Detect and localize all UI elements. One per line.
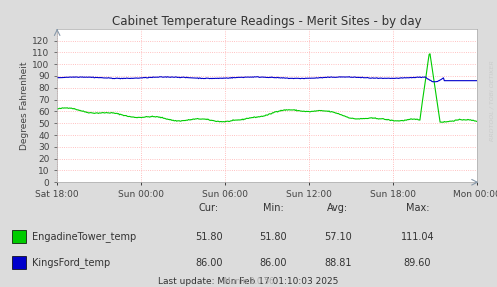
Text: KingsFord_temp: KingsFord_temp	[32, 257, 110, 268]
Title: Cabinet Temperature Readings - Merit Sites - by day: Cabinet Temperature Readings - Merit Sit…	[112, 15, 422, 28]
Text: 89.60: 89.60	[404, 258, 431, 267]
Text: 51.80: 51.80	[195, 232, 223, 242]
Text: 57.10: 57.10	[324, 232, 352, 242]
Text: Last update: Mon Feb 17 01:10:03 2025: Last update: Mon Feb 17 01:10:03 2025	[159, 277, 338, 286]
Text: Munin 2.0.56: Munin 2.0.56	[224, 277, 273, 286]
Text: 51.80: 51.80	[259, 232, 287, 242]
Text: Min:: Min:	[263, 203, 284, 213]
Text: 86.00: 86.00	[259, 258, 287, 267]
Text: Cur:: Cur:	[199, 203, 219, 213]
Text: Max:: Max:	[406, 203, 429, 213]
Y-axis label: Degrees Fahrenheit: Degrees Fahrenheit	[20, 61, 29, 150]
Text: 111.04: 111.04	[401, 232, 434, 242]
Text: RRDTOOL / TOBI OETIKER: RRDTOOL / TOBI OETIKER	[490, 60, 495, 141]
Text: 86.00: 86.00	[195, 258, 223, 267]
Text: 88.81: 88.81	[324, 258, 352, 267]
Text: Avg:: Avg:	[328, 203, 348, 213]
Text: EngadineTower_temp: EngadineTower_temp	[32, 231, 137, 242]
